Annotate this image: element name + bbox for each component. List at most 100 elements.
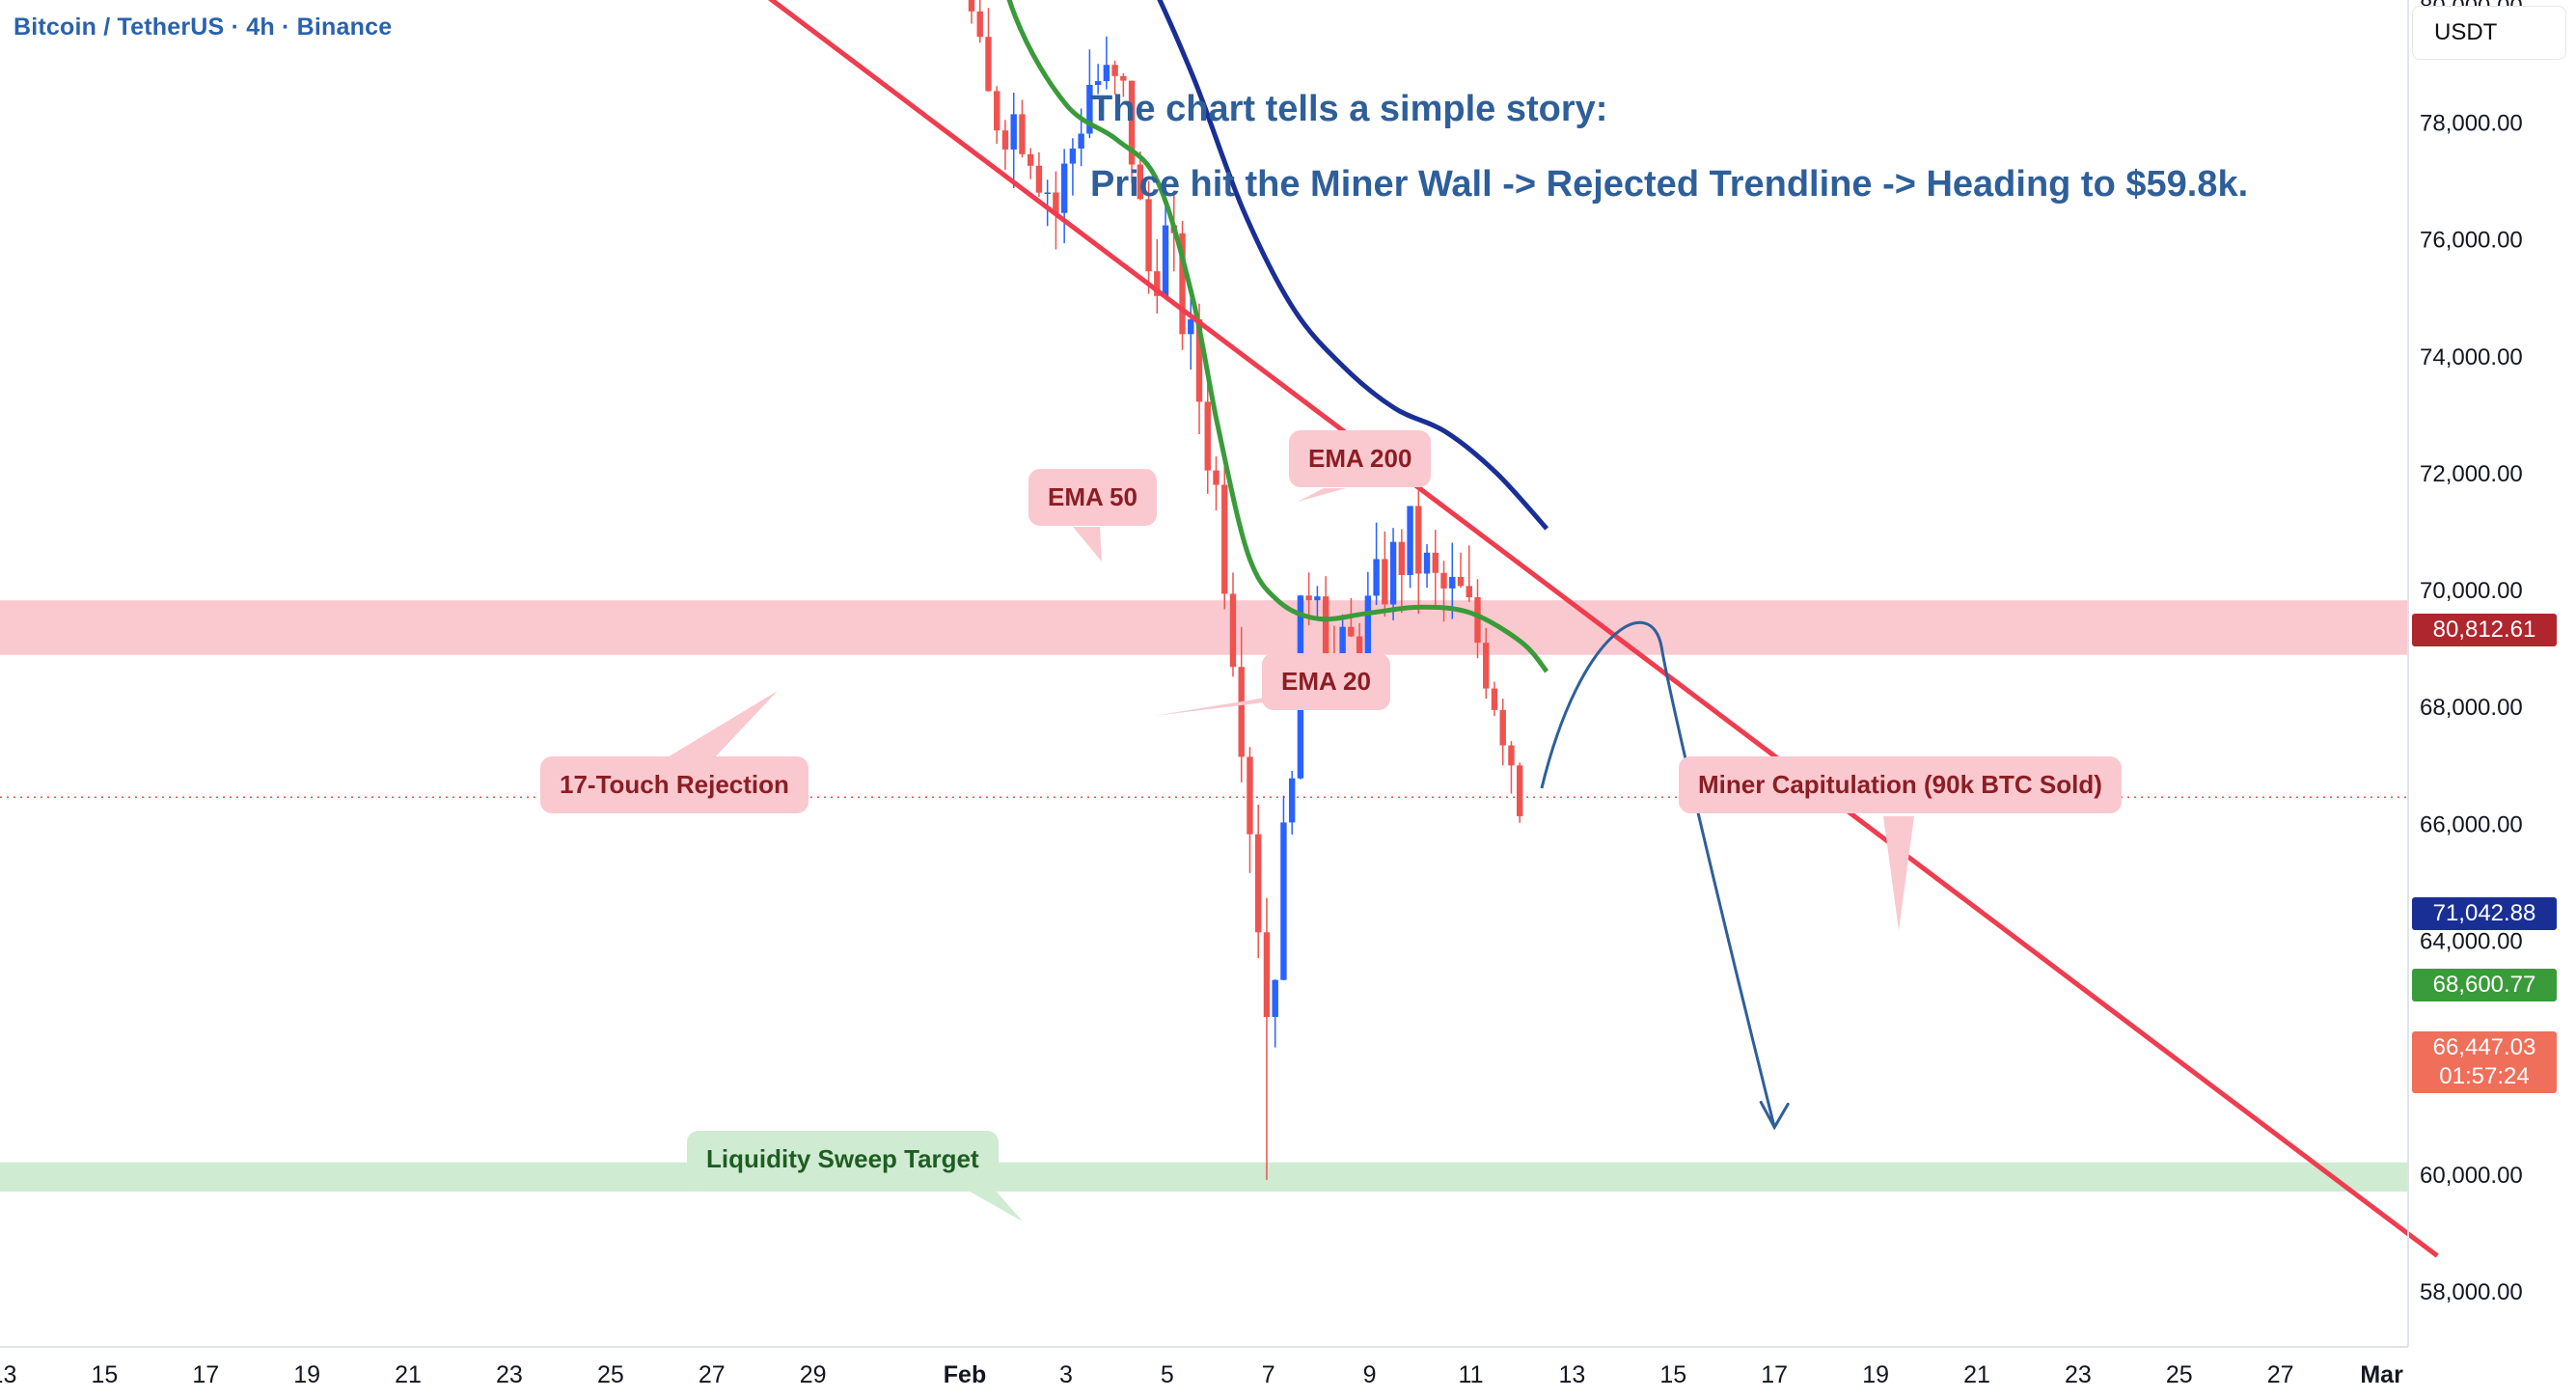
candle-body [1373,559,1380,596]
x-tick-label: 29 [800,1361,827,1388]
candle-down [985,8,992,92]
candle-body [1120,75,1127,81]
candle-body [1238,667,1245,757]
candle-up [1389,528,1397,620]
candle-body [1044,192,1051,195]
trendline-group[interactable] [0,0,2439,1258]
candle-body [1111,65,1118,76]
descending-trendline [767,0,2439,1258]
candle-body [1432,552,1439,573]
x-tick-label: 13 [1558,1361,1585,1388]
candle-up [1280,795,1287,981]
candle-down [1263,897,1271,1180]
candle-body [1069,148,1077,164]
x-tick-label: 17 [1761,1361,1788,1388]
x-tick-label: 9 [1363,1361,1377,1388]
x-tick-label: 3 [1059,1361,1073,1388]
x-tick-label: 15 [91,1361,118,1388]
candle-up [1314,586,1321,620]
candle-up [1162,194,1169,300]
sweep-callout: Liquidity Sweep Target [687,1131,999,1188]
candle-body [1398,541,1406,575]
candle-body [1001,130,1009,150]
candle-body [1247,756,1253,835]
x-tick-label: 13 [0,1361,16,1388]
x-tick-label: Feb [944,1361,986,1388]
zones [0,600,2408,1193]
ema200-price-tag: 80,812.61 [2412,614,2557,646]
story-line-1: The chart tells a simple story: [1090,89,1608,129]
candle-body [968,0,975,12]
x-tick-label: 17 [192,1361,219,1388]
candle-down [994,86,1000,144]
candle-down [1179,220,1186,350]
candle-body [1356,636,1363,667]
candle-down [1483,627,1490,700]
candle-body [1389,541,1397,605]
candle-body [1086,84,1093,134]
candle-up [1423,543,1431,589]
candle-up [1060,149,1068,244]
x-tick-label: 23 [2065,1361,2092,1388]
x-tick-label: 5 [1161,1361,1174,1388]
candle-body [1103,65,1110,82]
y-tick-label: 58,000.00 [2420,1279,2523,1305]
x-tick-label: 15 [1659,1361,1686,1388]
candle-up [1010,93,1017,188]
candle-down [1466,545,1472,602]
candle-down [1221,466,1228,610]
candle-down [1247,747,1253,873]
candle-body [976,11,983,38]
x-tick-label: 21 [395,1361,422,1388]
ema50-pointer [1073,527,1102,562]
candle-body [1466,586,1472,598]
candle-body [1188,318,1194,335]
liquidity-target-zone [0,1162,2408,1193]
ema200-pointer [1298,488,1346,502]
ema20-line [1006,0,1549,673]
candle-body [1280,822,1287,980]
ema50-price-tag: 71,042.88 [2412,897,2557,930]
candle-down [1154,238,1161,314]
candle-body [1137,164,1144,200]
candle-body [1027,153,1034,166]
candle-body [1179,233,1186,335]
x-tick-label: 25 [2166,1361,2193,1388]
candle-body [1440,572,1447,589]
callout-pointers [666,488,1914,1221]
candle-body [1364,595,1372,667]
y-tick-label: 72,000.00 [2420,461,2523,487]
candle-body [1053,192,1059,213]
candle-down [1027,148,1034,179]
candle-down [1415,472,1422,615]
candle-body [1305,595,1312,601]
miner-wall-zone [0,600,2408,655]
candle-up [1044,179,1051,227]
y-tick-label: 68,000.00 [2420,695,2523,721]
ema50-callout: EMA 50 [1028,469,1157,526]
rejection-pointer [666,691,778,758]
candle-down [1001,120,1009,171]
sweep-pointer [965,1189,1023,1221]
candle-body [1314,596,1321,601]
candle-down [1128,80,1136,183]
candle-down [1432,530,1439,607]
rejection-callout: 17-Touch Rejection [540,756,808,813]
candle-down [1019,99,1026,158]
currency-selector[interactable]: USDT [2412,6,2566,60]
candle-up [1272,979,1278,1048]
candle-down [1382,531,1388,617]
moving-averages [1006,0,1549,673]
y-tick-label: 74,000.00 [2420,344,2523,370]
candle-down [976,0,983,43]
candle-body [1339,626,1346,672]
symbol-legend[interactable]: Bitcoin / TetherUS · 4h · Binance [14,14,393,41]
candle-body [1019,114,1026,154]
x-tick-label: 21 [1963,1361,1990,1388]
candle-down [1517,762,1523,823]
bar-countdown: 01:57:24 [2412,1060,2557,1093]
x-tick-label: 7 [1262,1361,1275,1388]
candle-body [1229,593,1237,668]
candle-body [1221,484,1228,594]
